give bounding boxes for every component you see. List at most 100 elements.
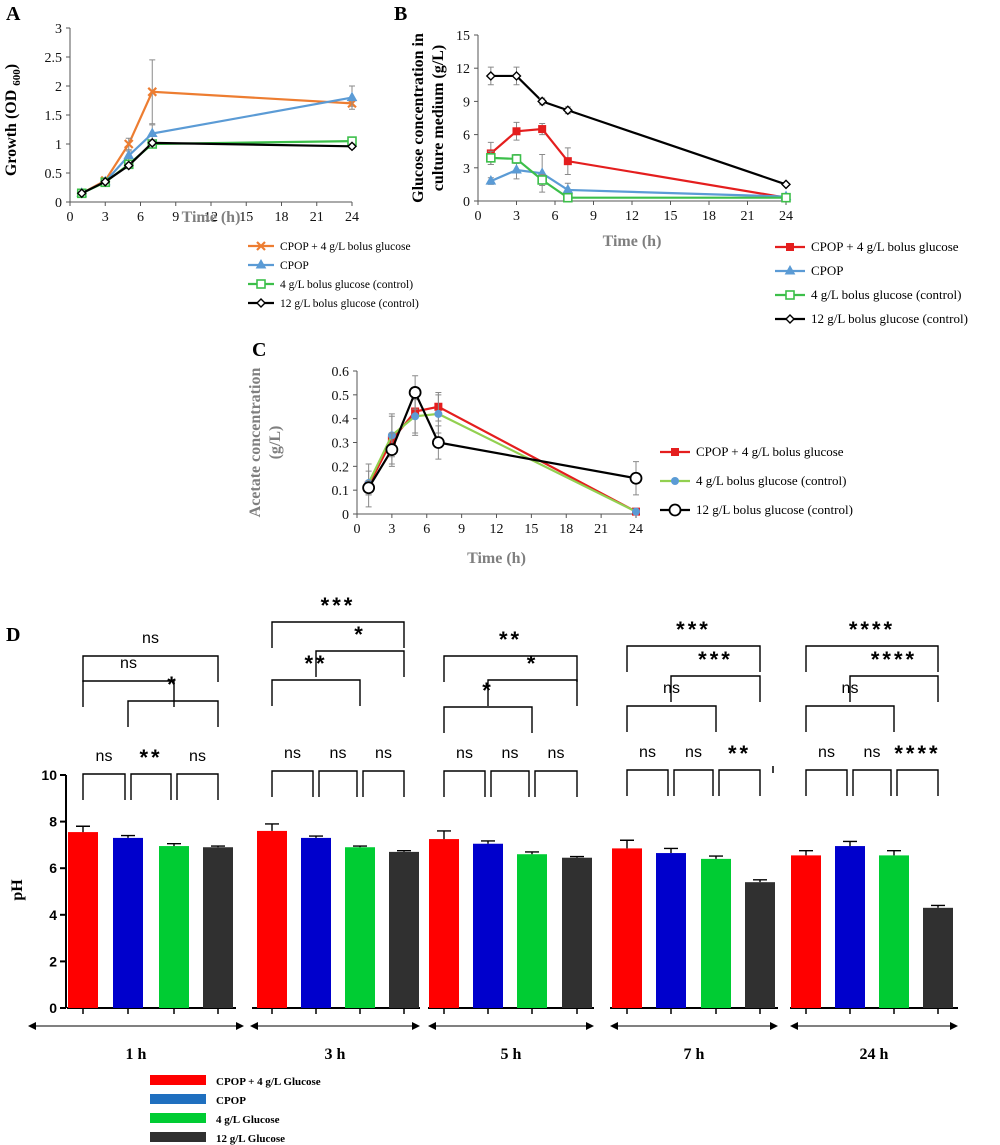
error-bar — [887, 850, 901, 856]
group-3: 7 h *** *** ns ns ns ** — [610, 617, 778, 1063]
legend-marker — [668, 503, 682, 517]
data-point — [434, 409, 443, 418]
x-tick-label: 12 — [625, 209, 639, 224]
error-bar — [525, 851, 539, 855]
data-point — [123, 149, 135, 160]
data-point — [629, 471, 643, 485]
y-tick-label: 0 — [342, 508, 349, 523]
legend-label: 4 g/L bolus glucose (control) — [811, 287, 961, 302]
significance-label: ** — [139, 745, 162, 770]
legend-label: 4 g/L Glucose — [216, 1114, 280, 1126]
bar — [257, 830, 287, 1008]
error-bar — [265, 823, 279, 831]
significance-label: ns — [818, 744, 835, 761]
data-point — [411, 412, 420, 421]
y-tick-label: 15 — [456, 29, 470, 44]
y-axis-label-line1: Acetate concentration — [247, 368, 264, 518]
x-tick-label: 12 — [204, 210, 218, 225]
y-axis-label-line2: culture medium (g/L) — [430, 45, 447, 191]
y-tick-label: 0.5 — [332, 389, 350, 404]
y-tick-label: 1 — [55, 138, 62, 153]
legend-label: CPOP — [811, 263, 844, 278]
significance-bracket — [805, 769, 848, 796]
group-2: 5 h****ns ns ns — [428, 627, 594, 1063]
y-tick-label: 10 — [41, 767, 57, 783]
y-tick-label: 6 — [49, 860, 57, 876]
significance-bracket — [670, 675, 761, 702]
bar — [701, 858, 731, 1008]
bar — [301, 837, 331, 1008]
significance-label: ns — [842, 680, 859, 697]
error-bar — [843, 840, 857, 847]
legend-label: CPOP + 4 g/L bolus glucose — [811, 239, 959, 254]
x-tick-label: 15 — [664, 209, 678, 224]
y-tick-label: 0 — [463, 195, 470, 210]
legend-label: 12 g/L bolus glucose (control) — [280, 298, 419, 310]
significance-label: * — [354, 622, 366, 647]
bar — [879, 855, 909, 1008]
legend-label: 4 g/L bolus glucose (control) — [696, 473, 846, 488]
bar — [517, 854, 547, 1008]
x-axis-label: Time (h) — [603, 233, 662, 250]
range-arrow-head-left — [28, 1022, 36, 1030]
range-arrow-head-right — [586, 1022, 594, 1030]
group-label: 7 h — [684, 1046, 705, 1063]
significance-label: ns — [864, 744, 881, 761]
error-bar — [167, 843, 181, 847]
series-0 — [364, 387, 640, 516]
significance-label: ns — [685, 744, 702, 761]
group-label: 1 h — [126, 1046, 147, 1063]
legend-marker — [671, 477, 679, 485]
significance-label: *** — [698, 647, 733, 672]
legend-marker — [785, 314, 795, 324]
range-arrow-head-left — [250, 1022, 258, 1030]
data-point — [781, 192, 791, 203]
legend-label: CPOP — [216, 1095, 246, 1107]
bar — [562, 857, 592, 1008]
significance-label: ** — [728, 741, 751, 766]
significance-bracket — [852, 769, 892, 796]
significance-bracket — [271, 679, 361, 706]
bar — [612, 848, 642, 1008]
significance-bracket — [626, 769, 669, 796]
legend-label: 12 g/L Glucose — [216, 1133, 285, 1145]
x-tick-label: 6 — [137, 210, 144, 225]
x-tick-label: 9 — [458, 522, 465, 537]
legend-label: CPOP + 4 g/L Glucose — [216, 1076, 321, 1088]
significance-label: ns — [189, 748, 206, 765]
significance-bracket — [362, 770, 405, 797]
significance-bracket — [487, 679, 578, 706]
significance-label: ns — [284, 745, 301, 762]
legend: CPOP + 4 g/L bolus glucose CPOP 4 g/L bolu… — [248, 241, 419, 310]
x-tick-label: 21 — [594, 522, 608, 537]
data-point — [485, 175, 497, 185]
significance-label: * — [167, 672, 179, 697]
significance-label: **** — [894, 741, 940, 766]
y-tick-label: 0 — [55, 196, 62, 211]
range-arrow-head-right — [950, 1022, 958, 1030]
y-tick-label: 8 — [49, 814, 57, 830]
x-tick-label: 3 — [388, 522, 395, 537]
data-point — [511, 163, 522, 174]
x-tick-label: 3 — [102, 210, 109, 225]
y-tick-label: 0.4 — [332, 413, 350, 428]
bar — [203, 847, 233, 1008]
error-bar — [753, 879, 767, 883]
x-tick-label: 6 — [552, 209, 559, 224]
error-bar — [437, 830, 451, 840]
bar — [473, 843, 503, 1008]
y-tick-label: 0 — [49, 1000, 57, 1016]
significance-bracket — [443, 706, 533, 733]
data-point — [563, 192, 573, 203]
y-tick-label: 4 — [49, 907, 57, 923]
range-arrow-head-left — [790, 1022, 798, 1030]
significance-label: ns — [548, 745, 565, 762]
series-2 — [362, 375, 643, 496]
data-point — [431, 436, 445, 449]
panel-label: A — [6, 3, 21, 25]
x-tick-label: 15 — [524, 522, 538, 537]
y-axis-label: Growth (OD 600) — [3, 64, 23, 176]
panel-label: C — [252, 339, 266, 361]
significance-label: ns — [330, 745, 347, 762]
